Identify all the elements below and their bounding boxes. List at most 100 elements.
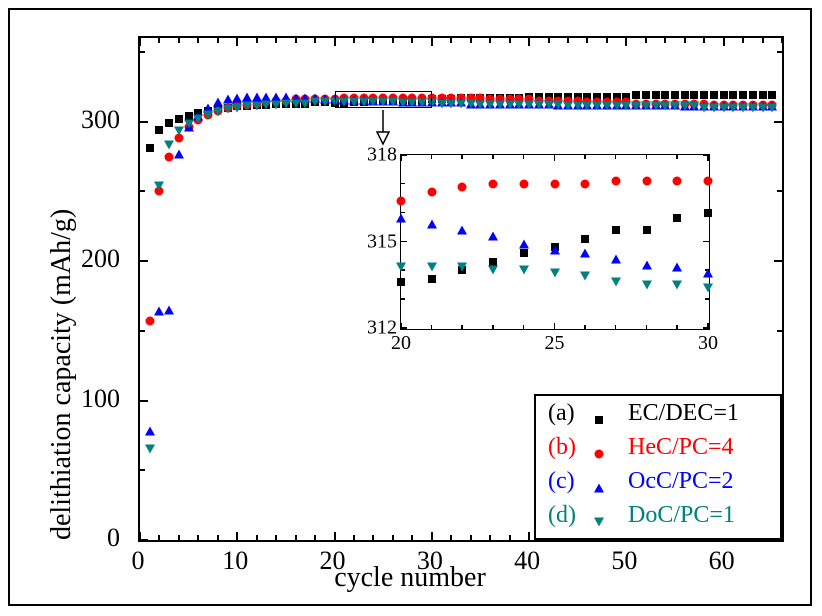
- down-triangle-marker: [621, 102, 631, 111]
- legend-row-d: (d) DoC/PC=1: [536, 498, 780, 532]
- down-triangle-marker: [291, 99, 301, 108]
- square-marker: [146, 144, 154, 152]
- down-triangle-marker: [767, 103, 777, 112]
- square-marker: [710, 91, 718, 99]
- legend-letter: (d): [548, 498, 584, 532]
- up-triangle-marker: [232, 93, 242, 102]
- up-triangle-marker: [594, 484, 604, 493]
- dot-marker: [165, 152, 174, 161]
- down-triangle-marker: [310, 98, 320, 107]
- down-triangle-marker: [611, 277, 621, 286]
- down-triangle-marker: [359, 98, 369, 107]
- down-triangle-marker: [184, 120, 194, 129]
- y-tick-label: 100: [50, 384, 120, 414]
- down-triangle-marker: [660, 102, 670, 111]
- square-marker: [175, 115, 183, 123]
- square-marker: [700, 91, 708, 99]
- up-triangle-marker: [427, 220, 437, 229]
- down-triangle-marker: [582, 102, 592, 111]
- legend-row-b: (b)HeC/PC=4: [536, 430, 780, 464]
- up-triangle-marker: [457, 225, 467, 234]
- inset-x-tick-label: 30: [698, 332, 718, 355]
- down-triangle-marker: [592, 102, 602, 111]
- down-triangle-marker: [758, 103, 768, 112]
- square-marker: [643, 226, 651, 234]
- y-tick-label: 0: [50, 523, 120, 553]
- down-triangle-marker: [594, 518, 604, 527]
- up-triangle-marker: [580, 249, 590, 258]
- down-triangle-marker: [300, 99, 310, 108]
- dot-marker: [595, 450, 604, 459]
- square-marker: [671, 91, 679, 99]
- up-triangle-marker: [154, 307, 164, 316]
- up-triangle-marker: [213, 98, 223, 107]
- legend: (a)EC/DEC=1(b)HeC/PC=4(c)OcC/PC=2(d)DoC/…: [534, 394, 782, 540]
- down-triangle-marker: [475, 100, 485, 109]
- down-triangle-marker: [427, 263, 437, 272]
- up-triangle-marker: [396, 214, 406, 223]
- down-triangle-marker: [407, 98, 417, 107]
- dot-marker: [581, 179, 590, 188]
- legend-text: HeC/PC=4: [614, 430, 734, 464]
- square-marker: [489, 258, 497, 266]
- square-marker: [768, 91, 776, 99]
- square-marker: [612, 226, 620, 234]
- dot-marker: [704, 176, 713, 185]
- down-triangle-marker: [339, 98, 349, 107]
- down-triangle-marker: [437, 99, 447, 108]
- square-marker: [739, 91, 747, 99]
- inset-x-tick-label: 20: [391, 332, 411, 355]
- down-triangle-marker: [519, 266, 529, 275]
- down-triangle-marker: [368, 98, 378, 107]
- down-triangle-marker: [709, 103, 719, 112]
- down-triangle-marker: [738, 103, 748, 112]
- up-triangle-marker: [703, 269, 713, 278]
- dot-marker: [550, 179, 559, 188]
- square-marker: [155, 126, 163, 134]
- down-triangle-marker: [680, 102, 690, 111]
- legend-text: OcC/PC=2: [614, 464, 734, 498]
- up-triangle-marker: [550, 246, 560, 255]
- square-marker: [165, 119, 173, 127]
- square-marker: [720, 91, 728, 99]
- dot-marker: [611, 176, 620, 185]
- up-triangle-marker: [642, 260, 652, 269]
- square-marker: [729, 91, 737, 99]
- up-triangle-marker: [223, 95, 233, 104]
- legend-text: DoC/PC=1: [614, 498, 735, 532]
- down-triangle-marker: [505, 100, 515, 109]
- down-triangle-marker: [642, 280, 652, 289]
- down-triangle-marker: [748, 103, 758, 112]
- square-marker: [759, 91, 767, 99]
- down-triangle-marker: [174, 127, 184, 136]
- dot-marker: [458, 182, 467, 191]
- square-marker: [652, 91, 660, 99]
- square-marker: [397, 278, 405, 286]
- legend-text: EC/DEC=1: [614, 396, 739, 430]
- down-triangle-marker: [466, 99, 476, 108]
- square-marker: [428, 275, 436, 283]
- up-triangle-marker: [488, 231, 498, 240]
- down-triangle-marker: [553, 100, 563, 109]
- down-triangle-marker: [514, 100, 524, 109]
- down-triangle-marker: [728, 103, 738, 112]
- down-triangle-marker: [602, 102, 612, 111]
- inset-y-tick-label: 318: [361, 144, 397, 167]
- down-triangle-marker: [534, 100, 544, 109]
- down-triangle-marker: [641, 102, 651, 111]
- down-triangle-marker: [203, 110, 213, 119]
- down-triangle-marker: [488, 266, 498, 275]
- square-marker: [681, 91, 689, 99]
- down-triangle-marker: [457, 263, 467, 272]
- down-triangle-marker: [154, 181, 164, 190]
- square-marker: [520, 249, 528, 257]
- down-triangle-marker: [631, 102, 641, 111]
- down-triangle-marker: [703, 283, 713, 292]
- dot-marker: [642, 176, 651, 185]
- down-triangle-marker: [398, 98, 408, 107]
- inset-x-tick-label: 25: [545, 332, 565, 355]
- up-triangle-marker: [672, 263, 682, 272]
- inset-arrow-icon: [374, 110, 392, 146]
- down-triangle-marker: [213, 107, 223, 116]
- down-triangle-marker: [699, 103, 709, 112]
